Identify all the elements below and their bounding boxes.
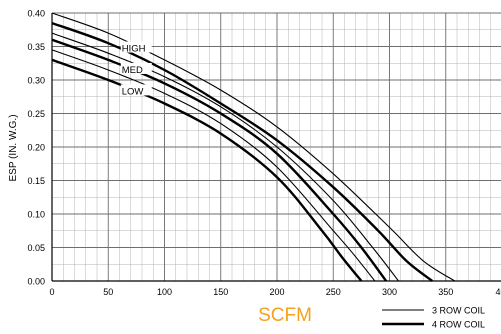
x-tick-label: 150 [213, 287, 228, 297]
y-axis-label: ESP (IN. W.G.) [8, 114, 19, 181]
x-tick-label: 40( [495, 287, 501, 297]
x-tick-label: 250 [326, 287, 341, 297]
x-tick-label: 50 [103, 287, 113, 297]
x-tick-label: 300 [382, 287, 397, 297]
x-tick-label: 350 [438, 287, 453, 297]
series-line-high-4-row [51, 21, 434, 282]
series-line-low-4-row [51, 58, 363, 282]
y-tick-label: 0.40 [27, 9, 45, 19]
curve-label: LOW [122, 86, 144, 97]
y-tick-label: 0.25 [27, 109, 45, 119]
y-tick-label: 0.20 [27, 143, 45, 153]
curve-label-box [120, 41, 152, 53]
curve-label: HIGH [122, 44, 146, 55]
series-line-med-4-row [51, 38, 388, 282]
curve-label: MED [122, 65, 143, 76]
y-tick-label: 0.05 [27, 243, 45, 253]
series-line-med-3-row [51, 32, 399, 282]
legend-label: 3 ROW COIL [432, 306, 485, 316]
y-tick-label: 0.10 [27, 210, 45, 220]
x-tick-label: 0 [49, 287, 54, 297]
legend: 3 ROW COIL 4 ROW COIL [376, 301, 501, 334]
legend-label: 4 ROW COIL [432, 320, 485, 330]
curve-label-box [120, 84, 152, 96]
y-tick-label: 0.30 [27, 76, 45, 86]
tick-labels: 0 50 100 150 200 250 300 350 40( 0.00 0.05 0.10 0.15… [27, 9, 501, 298]
y-tick-label: 0.35 [27, 42, 45, 52]
curve-labels: HIGH MED LOW [120, 41, 152, 97]
y-tick-label: 0.00 [27, 277, 45, 287]
y-tick-label: 0.15 [27, 176, 45, 186]
series-line-low-3-row [51, 49, 376, 282]
x-tick-label: 100 [157, 287, 172, 297]
x-axis-label: SCFM [258, 305, 312, 326]
x-tick-label: 200 [269, 287, 284, 297]
curve-label-box [120, 62, 152, 74]
